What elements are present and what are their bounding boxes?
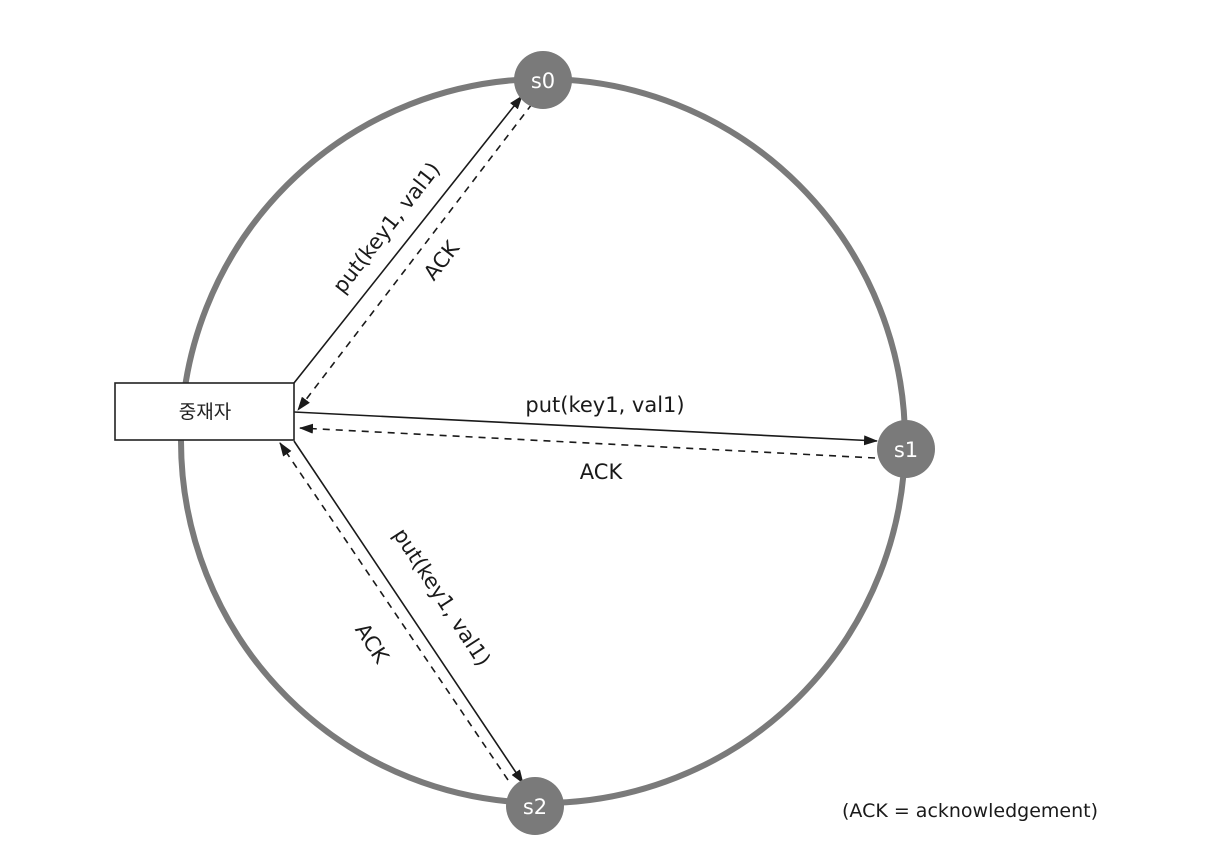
server-node-s2-label: s2 bbox=[523, 795, 547, 819]
ack-label-s1: ACK bbox=[580, 460, 624, 484]
request-arrow-s1 bbox=[293, 411, 878, 446]
request-label-s2: put(key1, val1) bbox=[388, 524, 495, 671]
request-label-s1: put(key1, val1) bbox=[525, 393, 684, 417]
server-node-s1: s1 bbox=[877, 420, 935, 478]
coordinator-label: 중재자 bbox=[179, 401, 231, 423]
request-arrow-s2 bbox=[293, 440, 524, 784]
server-node-s1-label: s1 bbox=[894, 438, 918, 462]
server-node-s0-circle bbox=[514, 51, 572, 109]
hash-ring bbox=[178, 76, 908, 806]
request-arrow-s0 bbox=[293, 95, 523, 384]
server-node-s0: s0 bbox=[514, 51, 572, 109]
ack-label-s2: ACK bbox=[350, 619, 394, 669]
ack-definition-note: (ACK = acknowledgement) bbox=[842, 800, 1098, 822]
coordinator-node: 중재자 bbox=[114, 382, 295, 441]
server-node-s0-label: s0 bbox=[531, 69, 555, 93]
ack-arrow-s2 bbox=[279, 442, 509, 781]
coordinator-box bbox=[114, 382, 295, 441]
ack-arrow-s1 bbox=[299, 423, 876, 459]
server-node-s2-circle bbox=[506, 777, 564, 835]
server-node-s1-circle bbox=[877, 420, 935, 478]
server-node-s2: s2 bbox=[506, 777, 564, 835]
ack-arrow-s0 bbox=[297, 103, 533, 411]
